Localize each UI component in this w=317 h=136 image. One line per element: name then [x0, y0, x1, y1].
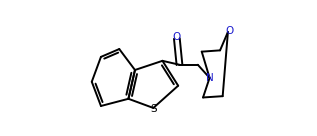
Text: O: O: [225, 26, 233, 36]
Text: S: S: [151, 104, 157, 114]
Text: O: O: [172, 32, 180, 42]
Text: N: N: [206, 73, 213, 83]
